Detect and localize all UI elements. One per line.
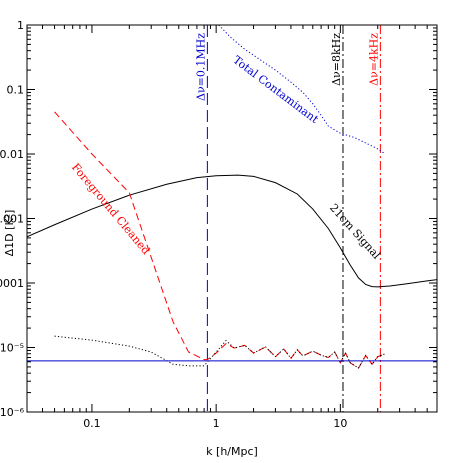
y-axis-title: Δ1D [K²] bbox=[3, 210, 16, 257]
plot-area bbox=[27, 25, 437, 412]
axis-labels: 0.1 1 10 10⁻⁶ 10⁻⁵ 0.0001 0.001 0.01 0.1 1 Δν=0.1M… bbox=[0, 19, 383, 430]
label-21cm-signal: 21cm Signal bbox=[327, 201, 383, 262]
series-residual bbox=[54, 335, 386, 369]
series-contaminant bbox=[218, 25, 386, 155]
x-tick-label: 10 bbox=[333, 417, 347, 430]
y-tick-label: 10⁻⁶ bbox=[0, 406, 25, 419]
x-tick-label: 1 bbox=[213, 417, 220, 430]
label-total-contaminant: Total Contaminant bbox=[231, 53, 322, 126]
y-tick-label: 0.0001 bbox=[0, 277, 24, 290]
x-tick-label: 0.1 bbox=[83, 417, 101, 430]
vline-4khz-label: Δν=4kHz bbox=[367, 33, 380, 86]
y-tick-label: 0.001 bbox=[0, 213, 24, 226]
label-foreground-cleaned: Foreground Cleaned bbox=[69, 161, 153, 257]
y-tick-label: 10⁻⁵ bbox=[0, 342, 24, 355]
y-tick-label: 0.1 bbox=[7, 84, 25, 97]
y-tick-label: 1 bbox=[17, 19, 24, 32]
x-axis-title: k [h/Mpc] bbox=[206, 445, 258, 458]
y-tick-label: 0.01 bbox=[0, 148, 24, 161]
axis-ticks bbox=[26, 24, 438, 413]
vline-01mhz-label: Δν=0.1MHz bbox=[194, 33, 207, 101]
vline-8khz-label: Δν=8kHz bbox=[330, 33, 343, 86]
series-signal bbox=[27, 174, 437, 288]
